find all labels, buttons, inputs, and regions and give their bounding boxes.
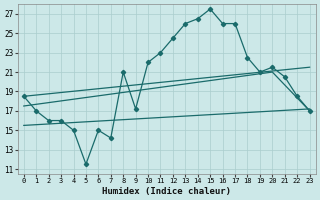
X-axis label: Humidex (Indice chaleur): Humidex (Indice chaleur) [102,187,231,196]
